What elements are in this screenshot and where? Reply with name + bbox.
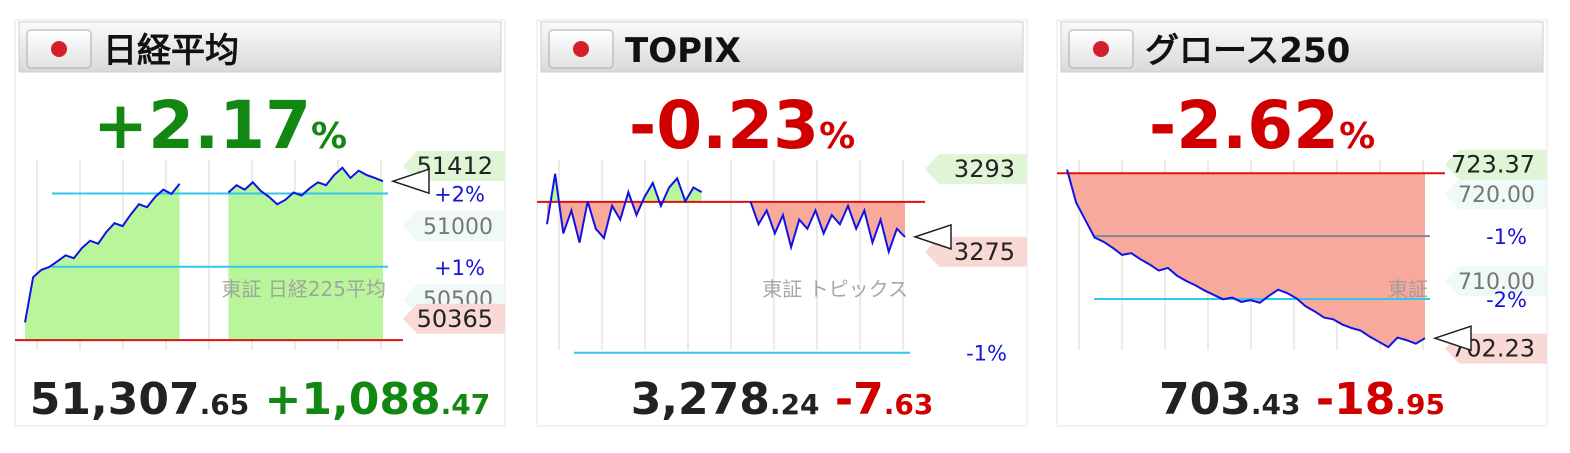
ref-label: -2% <box>1486 288 1527 312</box>
gap <box>1301 374 1316 425</box>
last-price-arrow <box>912 223 952 250</box>
price-row: 3,278.24 -7.63 <box>631 374 934 425</box>
price-row: 703.43 -18.95 <box>1159 374 1445 425</box>
tick-box <box>1445 266 1547 297</box>
index-panel: グロース250 -2.62% 東証 720.00 710.00 -1% -2% 723.37 7… <box>1056 19 1548 427</box>
high-box <box>925 154 1027 185</box>
last-price: 51,307.65 <box>30 374 249 425</box>
ref-label: +1% <box>434 256 485 280</box>
tick-box <box>403 211 505 242</box>
high-label: 3293 <box>954 155 1015 183</box>
panel-bg <box>536 19 1028 427</box>
last-price: 703.43 <box>1159 374 1300 425</box>
net-change: -7.63 <box>835 374 934 425</box>
watermark: 東証 トピックス <box>762 277 908 301</box>
index-panel: TOPIX -0.23% 東証 トピックス -1% 3293 3275 3,278.24 -… <box>536 19 1028 427</box>
price-line <box>1066 169 1426 349</box>
index-panel: 日経平均+2.17%東証 日経225平均5100050500+2%+1%5141… <box>14 19 506 427</box>
y-tick-label: 51000 <box>423 215 493 240</box>
header-bar <box>1060 21 1544 73</box>
high-box <box>1445 149 1547 180</box>
watermark: 東証 日経225平均 <box>221 277 386 301</box>
header-bar <box>540 21 1024 73</box>
y-tick-label: 720.00 <box>1458 183 1535 208</box>
low-label: 3275 <box>954 238 1015 266</box>
watermark: 東証 <box>1388 277 1428 301</box>
ref-label: +2% <box>434 182 485 206</box>
flag-sun <box>51 41 67 57</box>
flag-sun <box>1093 41 1109 57</box>
index-title: 日経平均 <box>103 31 239 71</box>
price-row: 51,307.65 +1,088.47 <box>30 374 490 425</box>
net-change: -18.95 <box>1316 374 1445 425</box>
gap <box>249 374 264 425</box>
high-label: 723.37 <box>1451 151 1535 179</box>
price-line <box>24 166 384 323</box>
y-tick-label: 710.00 <box>1458 270 1535 295</box>
ref-label: -1% <box>966 342 1007 366</box>
ref-label: -1% <box>1486 225 1527 249</box>
change-percent: +2.17% <box>93 87 347 164</box>
low-box <box>403 303 505 334</box>
index-title: TOPIX <box>625 31 741 71</box>
flag-sun <box>573 41 589 57</box>
low-label: 50365 <box>417 305 493 333</box>
index-title: グロース250 <box>1145 31 1350 71</box>
price-line <box>546 173 906 256</box>
gap <box>819 374 834 425</box>
header-bar <box>18 21 502 73</box>
net-change: +1,088.47 <box>265 374 491 425</box>
last-price-arrow <box>1432 325 1472 352</box>
tick-box <box>1445 178 1547 209</box>
change-percent: -0.23% <box>629 87 855 164</box>
last-price: 3,278.24 <box>631 374 820 425</box>
last-price-arrow <box>390 168 430 195</box>
area-down <box>1068 173 1425 348</box>
area-up <box>25 167 383 341</box>
change-percent: -2.62% <box>1149 87 1375 164</box>
